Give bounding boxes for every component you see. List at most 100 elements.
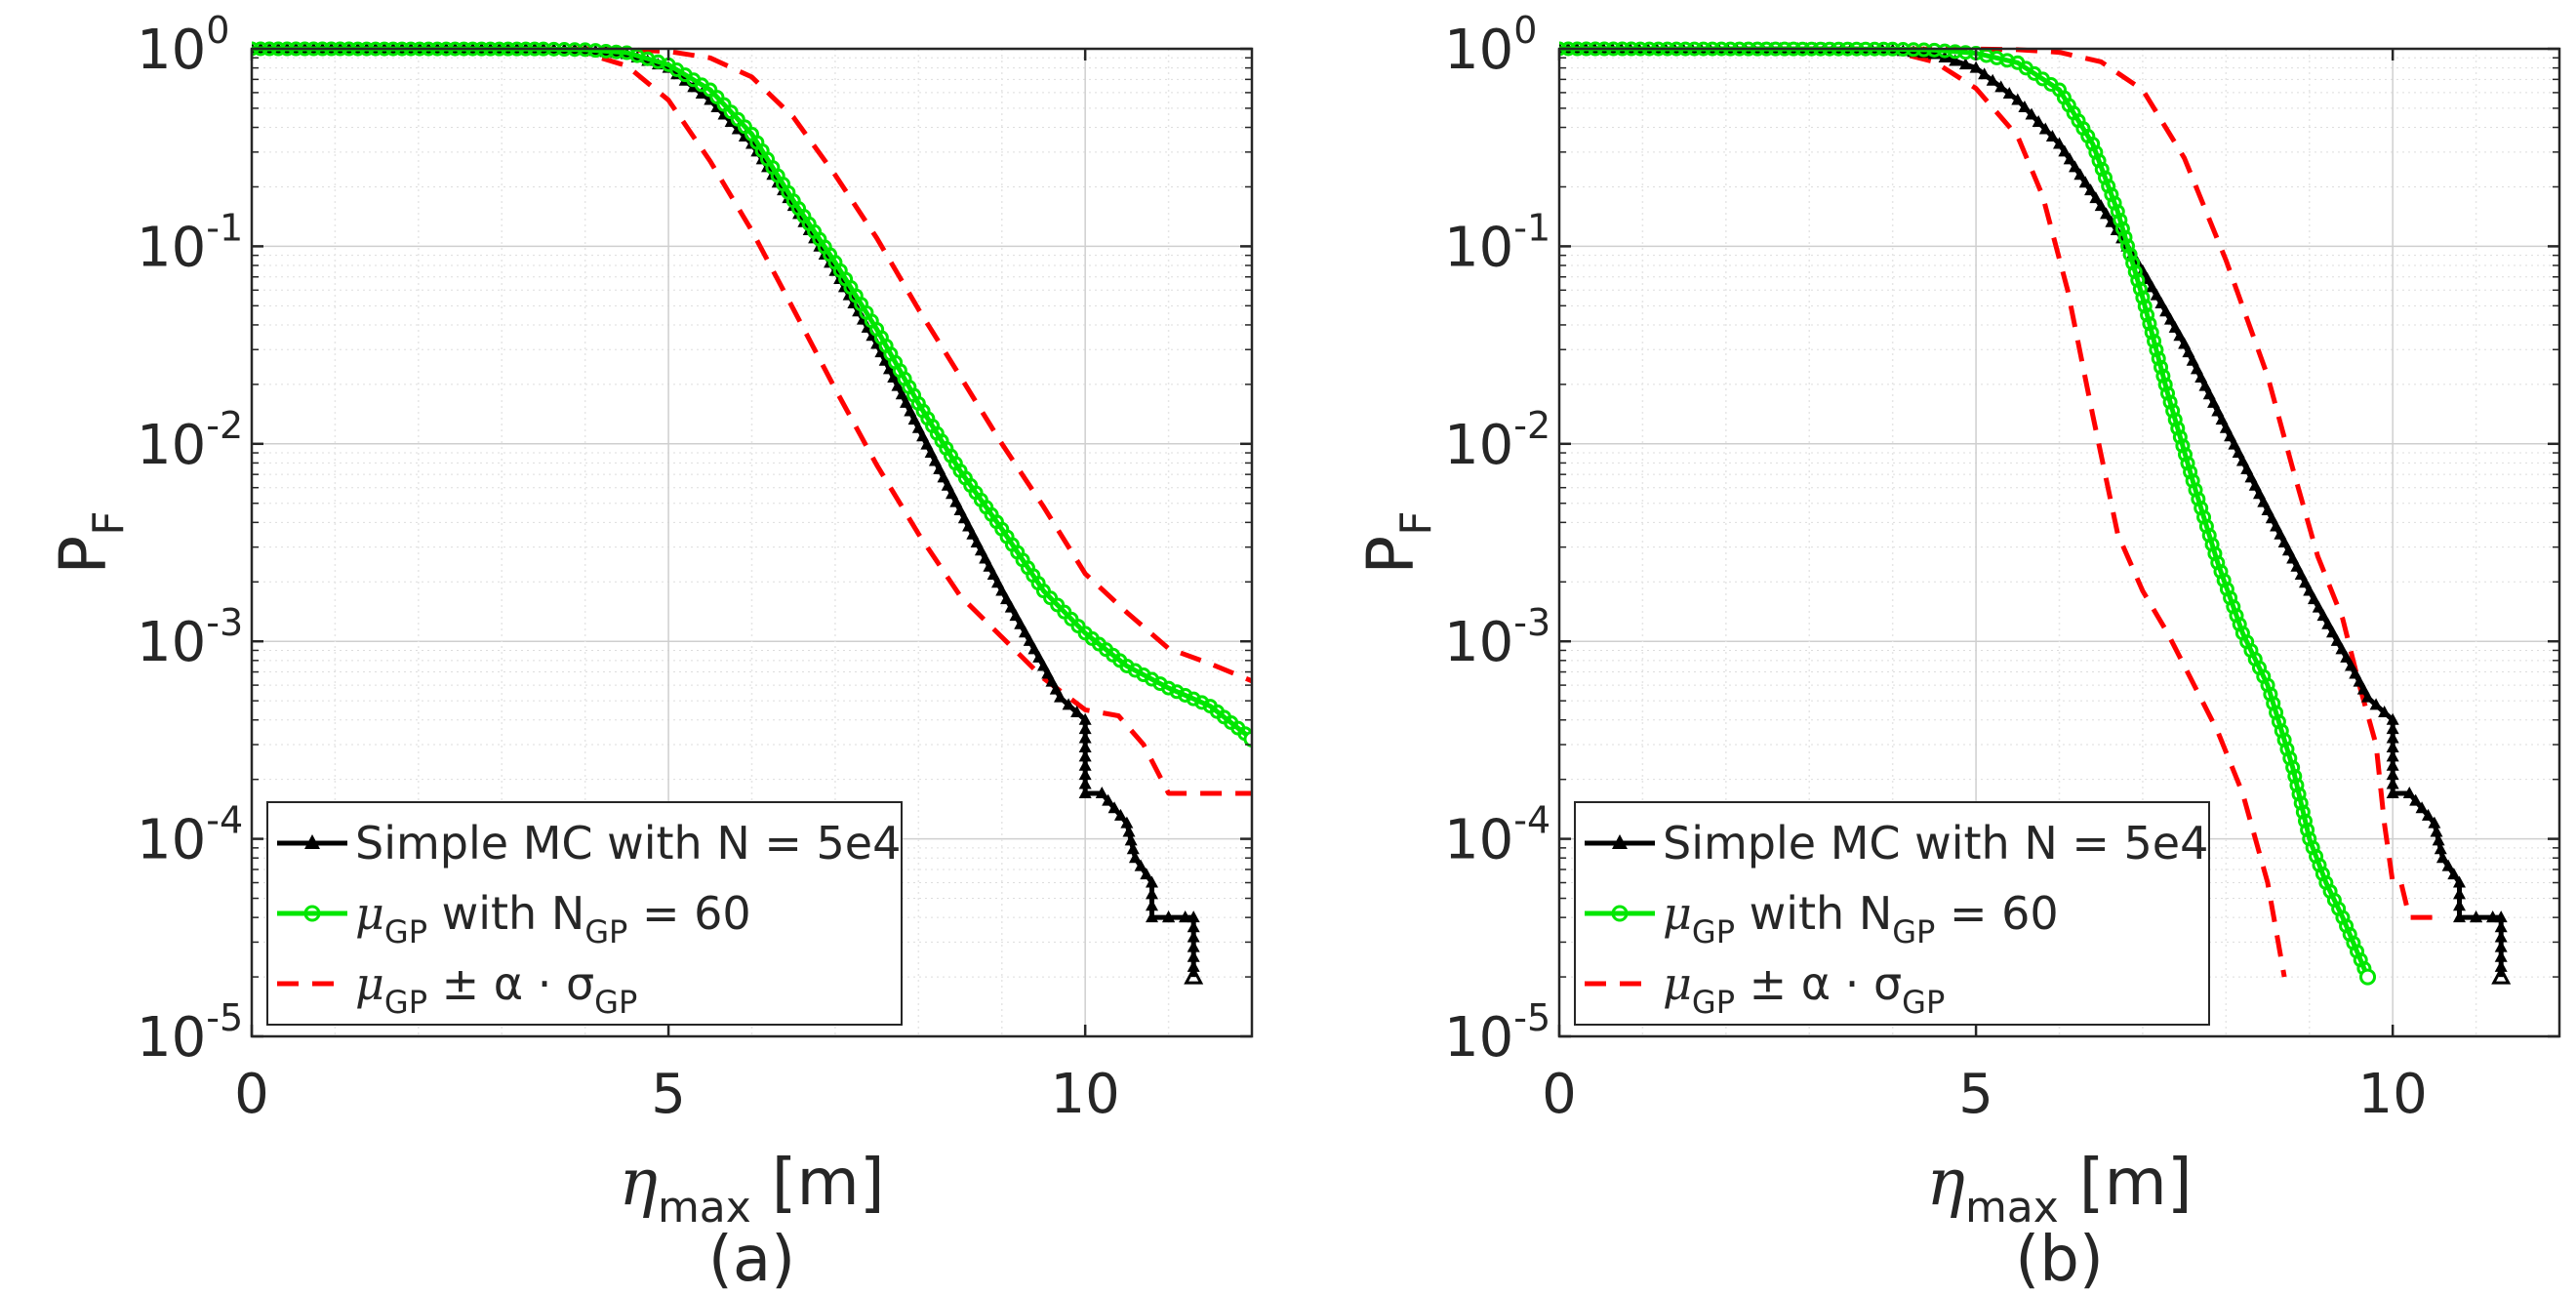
data-point-mc <box>2281 544 2295 556</box>
data-point-mc <box>2386 777 2399 789</box>
data-point-mc <box>1014 617 1027 629</box>
data-point-mc <box>999 592 1013 605</box>
data-point-mc <box>1958 58 1972 70</box>
x-tick-label: 5 <box>1958 1063 1993 1126</box>
data-point-gp <box>2282 750 2298 766</box>
legend: Simple MC with N = 5e4 μGP with NGP = 60 μ… <box>266 801 903 1026</box>
data-point-mc <box>2235 454 2249 466</box>
data-point-mc <box>904 404 917 417</box>
data-point-mc <box>2274 527 2287 540</box>
data-point-mc <box>2428 816 2441 829</box>
y-tick-label: 10-1 <box>137 206 243 279</box>
data-point-mc <box>2307 592 2320 605</box>
data-point-mc <box>1078 731 1092 744</box>
data-point-mc <box>1027 642 1041 655</box>
data-point-gp <box>2263 686 2278 702</box>
data-point-mc <box>1146 910 1158 923</box>
legend-swatch-mc <box>277 834 347 849</box>
y-tick-label: 10-4 <box>1444 799 1550 872</box>
data-point-mc <box>1023 633 1036 646</box>
data-point-mc <box>1041 667 1055 679</box>
y-axis-label: PF <box>46 510 134 574</box>
series-line-lower <box>1559 46 2287 978</box>
data-point-gp <box>2130 272 2146 288</box>
data-point-mc <box>1134 859 1147 871</box>
data-point-mc <box>1049 682 1063 695</box>
data-point-mc <box>2491 965 2512 985</box>
data-point-mc <box>2353 674 2366 687</box>
data-point-gp <box>2155 368 2171 384</box>
data-point-mc <box>2215 413 2229 425</box>
data-point-mc <box>2349 667 2362 679</box>
data-point-mc <box>2434 842 2447 855</box>
data-point-mc <box>2084 183 2098 196</box>
data-point-gp <box>2177 447 2193 463</box>
data-point-mc <box>2303 584 2316 596</box>
legend-swatch-gp <box>277 905 347 922</box>
data-point-gp <box>2085 136 2101 151</box>
data-point-mc <box>2202 387 2216 400</box>
y-axis-label-text: PF <box>46 510 134 574</box>
data-point-mc <box>2447 868 2461 880</box>
data-point-gp <box>2279 742 2295 757</box>
data-point-gp <box>2191 491 2206 506</box>
data-point-mc <box>2277 536 2291 548</box>
y-tick-label: 100 <box>137 9 229 82</box>
data-point-mc <box>1078 768 1092 781</box>
y-tick-label: 100 <box>1444 9 1537 82</box>
data-point-mc <box>2356 682 2370 695</box>
data-point-mc <box>2159 304 2173 317</box>
data-point-mc <box>2378 706 2392 718</box>
data-point-mc <box>953 504 967 516</box>
data-point-mc <box>970 536 984 548</box>
data-point-mc <box>2312 600 2325 613</box>
data-point-mc <box>2386 722 2399 735</box>
legend-marker <box>1611 905 1629 922</box>
data-point-mc <box>2182 345 2195 358</box>
chart-panel-b: 0 5 10 100 10-1 10-2 10-3 10-4 10-5 PF ηmax [m](b)… <box>1353 9 2561 1294</box>
data-point-mc <box>2386 768 2399 781</box>
data-point-mc <box>1004 600 1018 613</box>
data-point-mc <box>1036 659 1050 671</box>
data-point-mc <box>2063 152 2076 165</box>
data-point-mc <box>2386 749 2399 762</box>
data-point-mc <box>1187 910 1200 923</box>
series-layer <box>252 41 1252 985</box>
data-point-gp <box>2132 281 2148 297</box>
data-point-mc <box>695 86 708 99</box>
data-point-mc <box>946 487 958 500</box>
data-point-gp <box>2142 316 2157 332</box>
x-axis-label: ηmax [m] <box>1926 1145 2192 1233</box>
data-point-mc <box>1078 740 1092 752</box>
data-point-gp <box>2185 473 2200 489</box>
legend-label-gp: μGP with NGP = 60 <box>1663 887 2059 950</box>
data-point-mc <box>1187 950 1200 962</box>
data-point-mc <box>916 429 930 442</box>
data-point-mc <box>1078 777 1092 789</box>
data-point-mc <box>1140 868 1153 880</box>
y-tick-label: 10-2 <box>137 404 243 477</box>
data-point-mc <box>2178 337 2192 349</box>
data-point-mc <box>2186 353 2199 366</box>
data-point-mc <box>1095 786 1108 798</box>
y-tick-label: 10-5 <box>137 996 243 1070</box>
data-point-mc <box>2435 851 2449 864</box>
data-point-mc <box>1078 712 1092 725</box>
data-point-gp <box>2293 795 2309 811</box>
data-point-gp <box>2198 518 2214 534</box>
data-point-mc <box>990 576 1004 588</box>
data-point-mc <box>2025 107 2038 120</box>
data-point-gp <box>2094 161 2110 177</box>
data-point-mc <box>2232 446 2245 459</box>
y-tick-label: 10-3 <box>137 601 243 674</box>
y-tick-label: 10-3 <box>1444 601 1550 674</box>
legend: Simple MC with N = 5e4 μGP with NGP = 60 μ… <box>1574 801 2210 1026</box>
data-point-gp <box>2127 263 2143 279</box>
data-point-mc <box>2361 690 2375 703</box>
data-point-mc <box>937 470 950 483</box>
data-point-gp <box>2207 546 2223 561</box>
data-point-mc <box>2190 362 2203 375</box>
data-point-gp <box>2269 705 2284 720</box>
data-point-mc <box>2441 859 2455 871</box>
data-point-gp <box>2101 179 2116 194</box>
